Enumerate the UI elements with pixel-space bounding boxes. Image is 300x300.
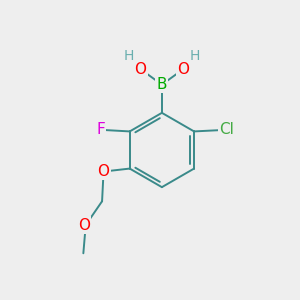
Text: O: O <box>78 218 90 232</box>
Text: H: H <box>189 49 200 63</box>
Text: O: O <box>98 164 110 179</box>
Text: O: O <box>177 62 189 77</box>
Text: F: F <box>96 122 105 137</box>
Text: O: O <box>134 62 146 77</box>
Text: Cl: Cl <box>219 122 234 137</box>
Text: H: H <box>124 49 134 63</box>
Text: B: B <box>157 77 167 92</box>
